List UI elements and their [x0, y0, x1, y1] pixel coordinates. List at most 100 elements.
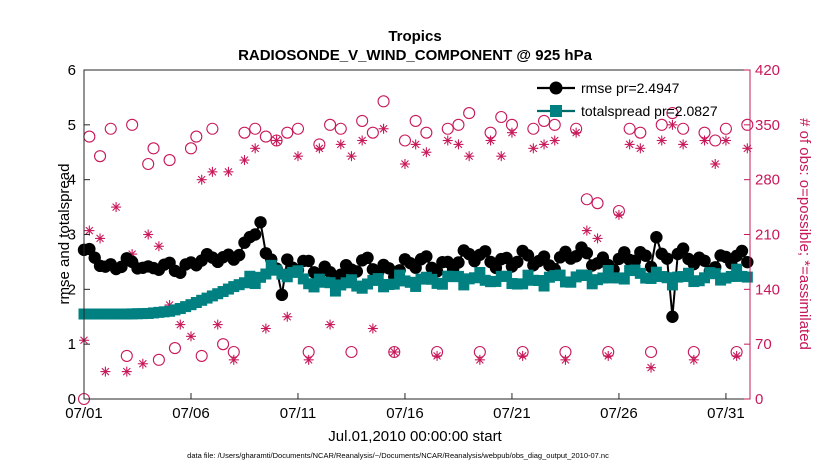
spread-point [292, 265, 304, 277]
assimilated-point [399, 159, 410, 169]
legend-marker-rmse [549, 81, 563, 95]
legend-label-rmse: rmse pr=2.4947 [581, 80, 680, 96]
possible-point [719, 122, 732, 135]
possible-point [377, 95, 390, 108]
possible-point [677, 122, 690, 135]
rmse-point [302, 254, 315, 268]
assimilated-stroke [647, 363, 655, 372]
possible-point [147, 142, 160, 155]
assimilated-stroke [251, 144, 260, 153]
assimilated-point [303, 354, 314, 365]
assimilated-stroke [283, 312, 292, 321]
assimilated-point [539, 139, 550, 150]
possible-point [741, 118, 754, 131]
assimilated-stroke [550, 136, 559, 145]
assimilated-point [282, 311, 293, 322]
rmse-point [639, 249, 652, 262]
spread-point [458, 279, 470, 291]
assimilated-stroke [689, 355, 698, 364]
assimilated-point [137, 358, 148, 369]
y-right-tick-label: 280 [755, 172, 780, 189]
x-tick-label: 07/11 [280, 405, 316, 422]
possible-point [634, 126, 647, 139]
assimilated-stroke [497, 152, 506, 161]
assimilated-stroke [197, 175, 206, 184]
spread-point [260, 268, 272, 280]
assimilated-point [464, 151, 475, 162]
spread-point [725, 270, 737, 282]
possible-point [580, 193, 593, 206]
assimilated-point [335, 139, 346, 150]
assimilated-point [111, 202, 122, 213]
assimilated-stroke [294, 152, 302, 161]
y-tick-label: 4 [68, 172, 76, 189]
spread-point [501, 270, 513, 282]
spread-point [554, 269, 566, 281]
assimilated-stroke [679, 140, 688, 149]
x-tick-label: 07/06 [172, 405, 210, 422]
assimilated-stroke [390, 348, 399, 356]
possible-point [195, 349, 208, 362]
assimilated-stroke [411, 140, 420, 149]
spread-point [474, 266, 486, 278]
possible-point [527, 122, 540, 135]
possible-point [83, 130, 96, 143]
possible-point [190, 130, 203, 143]
possible-point [270, 134, 283, 147]
spread-point [709, 268, 721, 280]
spread-point [731, 263, 743, 275]
assimilated-stroke [261, 324, 270, 333]
y-right-tick-label: 70 [755, 336, 772, 353]
possible-point [420, 126, 433, 139]
assimilated-stroke [433, 352, 441, 360]
spread-point [249, 278, 261, 290]
spread-point [238, 277, 250, 289]
possible-point [398, 134, 412, 147]
possible-point [666, 107, 679, 120]
series-assimilated [79, 119, 753, 377]
assimilated-stroke [315, 144, 324, 153]
assimilated-point [84, 225, 95, 236]
possible-point [495, 110, 508, 124]
assimilated-point [678, 139, 689, 150]
rmse-point [361, 251, 374, 265]
rmse-point [479, 245, 492, 258]
assimilated-stroke [272, 136, 281, 145]
y-right-tick-label: 350 [755, 117, 780, 134]
rmse-point [275, 288, 289, 302]
spread-point [345, 274, 357, 286]
assimilated-stroke [540, 140, 548, 149]
spread-point [244, 270, 256, 282]
assimilated-point [667, 119, 678, 130]
assimilated-stroke [224, 167, 233, 176]
assimilated-stroke [101, 367, 110, 376]
y-tick-label: 5 [68, 117, 76, 134]
chart-subtitle: RADIOSONDE_V_WIND_COMPONENT @ 925 hPa [238, 47, 593, 64]
rmse-point [741, 255, 754, 269]
spread-point [372, 273, 384, 285]
spread-point [602, 264, 614, 276]
possible-point [249, 122, 262, 135]
assimilated-point [175, 319, 186, 330]
rmse-point [666, 310, 679, 323]
assimilated-point [742, 143, 753, 154]
assimilated-point [485, 135, 496, 146]
assimilated-point [688, 354, 699, 365]
assimilated-stroke [155, 242, 163, 251]
assimilated-point [223, 166, 234, 177]
spread-point [324, 277, 336, 289]
assimilated-stroke [711, 160, 720, 168]
assimilated-point [496, 151, 507, 162]
assimilated-stroke [304, 355, 313, 364]
assimilated-stroke [240, 156, 249, 164]
assimilated-point [260, 323, 271, 334]
rmse-point [254, 216, 267, 229]
spread-point [645, 272, 657, 284]
spread-point [329, 285, 341, 297]
assimilated-stroke [518, 352, 527, 360]
assimilated-point [720, 135, 731, 146]
possible-point [184, 142, 198, 155]
assimilated-point [581, 225, 592, 236]
assimilated-point [389, 347, 400, 357]
possible-point [709, 134, 722, 147]
